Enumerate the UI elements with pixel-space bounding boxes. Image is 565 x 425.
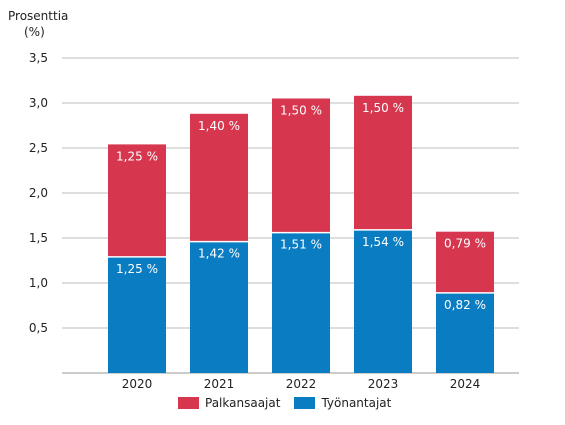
y-tick-label: 1,5: [29, 231, 48, 245]
bar-tyonantajat: [354, 229, 412, 373]
bar-palkansaajat: [190, 113, 248, 242]
data-label-tyonantajat: 1,51 %: [280, 238, 322, 252]
legend-item-palkansaajat: Palkansaajat: [178, 396, 280, 410]
y-tick-label: 1,0: [29, 276, 48, 290]
legend-swatch-palkansaajat: [178, 397, 199, 409]
y-tick-label: 3,5: [29, 51, 48, 65]
legend-label-tyonantajat: Työnantajat: [321, 396, 392, 410]
data-label-palkansaajat: 1,40 %: [198, 119, 240, 133]
x-tick-label: 2020: [122, 377, 153, 391]
bar-palkansaajat: [108, 144, 166, 257]
data-label-palkansaajat: 0,79 %: [444, 237, 486, 251]
x-tick-label: 2023: [368, 377, 399, 391]
data-label-palkansaajat: 1,50 %: [280, 104, 322, 118]
data-label-tyonantajat: 1,54 %: [362, 235, 404, 249]
legend-swatch-tyonantajat: [294, 397, 316, 409]
data-label-tyonantajat: 1,42 %: [198, 247, 240, 261]
bar-palkansaajat: [436, 231, 494, 293]
y-axis-unit: (%): [24, 25, 45, 39]
bar-tyonantajat: [272, 232, 330, 373]
data-label-palkansaajat: 1,50 %: [362, 101, 404, 115]
y-tick-label: 3,0: [29, 96, 48, 110]
x-tick-label: 2022: [286, 377, 317, 391]
y-axis-label: Prosenttia: [8, 9, 69, 23]
bar-palkansaajat: [272, 98, 330, 233]
bar-tyonantajat: [190, 241, 248, 373]
bar-palkansaajat: [354, 95, 412, 230]
x-tick-label: 2021: [204, 377, 235, 391]
data-label-tyonantajat: 0,82 %: [444, 298, 486, 312]
data-label-tyonantajat: 1,25 %: [116, 262, 158, 276]
data-label-palkansaajat: 1,25 %: [116, 149, 158, 163]
bar-tyonantajat: [436, 292, 494, 373]
bar-tyonantajat: [108, 256, 166, 373]
legend-label-palkansaajat: Palkansaajat: [205, 396, 281, 410]
y-tick-label: 2,5: [29, 141, 48, 155]
legend-item-tyonantajat: Työnantajat: [294, 396, 391, 410]
y-tick-label: 0,5: [29, 321, 48, 335]
y-tick-label: 2,0: [29, 186, 48, 200]
legend: Palkansaajat Työnantajat: [178, 396, 405, 410]
x-tick-label: 2024: [450, 377, 481, 391]
